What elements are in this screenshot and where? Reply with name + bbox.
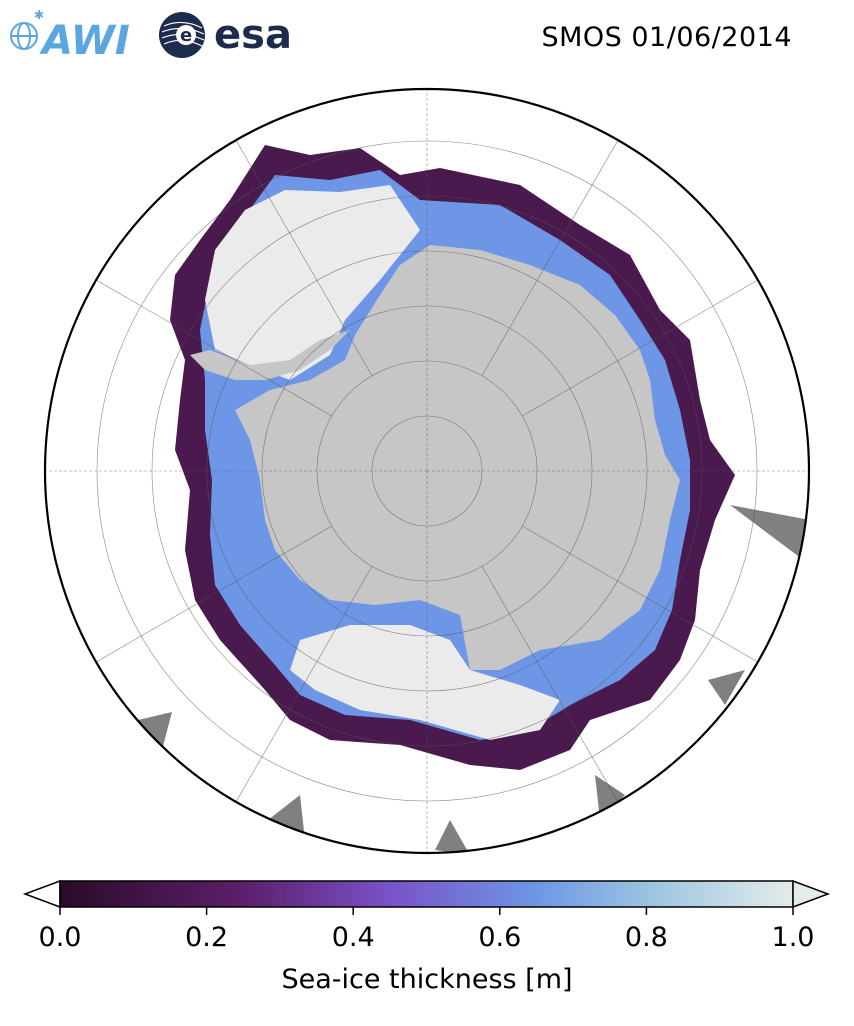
no-data-wedge — [730, 505, 809, 565]
no-data-wedge — [138, 712, 172, 750]
awi-star-icon: ✱ — [34, 8, 44, 22]
thick-ice-ross — [290, 625, 560, 740]
map-boundary — [43, 87, 811, 855]
colorbar-gradient — [59, 880, 794, 908]
no-data-wedge — [708, 670, 745, 705]
antarctic-peninsula — [190, 330, 350, 380]
colorbar-tick-label: 0.4 — [331, 922, 375, 953]
thick-ice-weddell — [205, 185, 420, 380]
no-data-wedge — [595, 775, 625, 820]
colorbar-tick-label: 1.0 — [771, 922, 815, 953]
colorbar-tick-label: 0.0 — [38, 922, 82, 953]
graticule — [45, 89, 809, 853]
esa-logo: e esa — [159, 12, 292, 58]
colorbar-label: Sea-ice thickness [m] — [281, 964, 573, 995]
antarctica-land — [235, 245, 680, 670]
polar-map — [43, 87, 811, 855]
colorbar-extend-max — [792, 879, 831, 909]
colorbar-extend-min — [22, 879, 61, 909]
colorbar-tick-label: 0.2 — [185, 922, 229, 953]
colorbar — [22, 879, 831, 915]
colorbar-tick-label: 0.8 — [624, 922, 668, 953]
esa-emblem-icon: e — [159, 12, 205, 58]
awi-logo: ✱ AWI — [10, 8, 130, 62]
awi-wordmark: AWI — [39, 18, 130, 62]
colorbar-ticks — [59, 907, 794, 915]
header: ✱ AWI e esa SMOS 01/06/2014 — [0, 0, 854, 80]
colorbar-tick-label: 0.6 — [478, 922, 522, 953]
awi-globe-icon — [10, 22, 38, 50]
esa-wordmark: esa — [214, 12, 292, 58]
no-data-wedge — [435, 820, 470, 853]
map-title: SMOS 01/06/2014 — [541, 22, 792, 53]
svg-text:e: e — [180, 25, 192, 46]
